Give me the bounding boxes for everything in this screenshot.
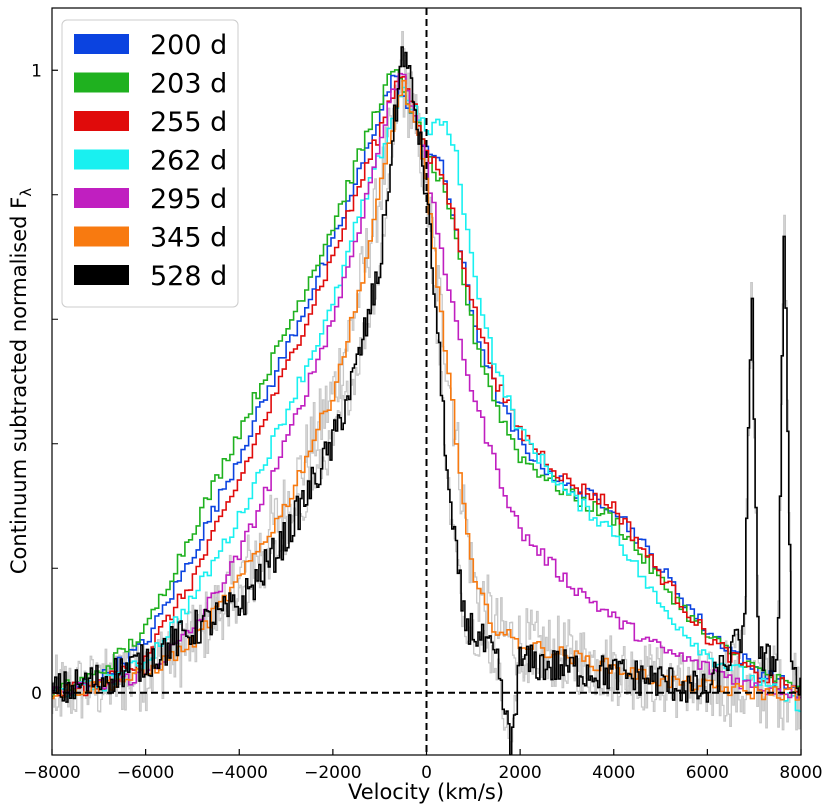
y-axis-title-subscript: λ (17, 188, 35, 197)
legend-label-262-d: 262 d (150, 146, 227, 177)
x-tick-label: −4000 (210, 763, 268, 783)
legend-swatch-255-d (74, 111, 129, 131)
x-axis-title: Velocity (km/s) (348, 780, 504, 804)
x-tick-label: 2000 (498, 763, 541, 783)
y-axis-title-main: Continuum subtracted normalised F (7, 197, 31, 574)
legend-label-200-d: 200 d (150, 30, 227, 61)
y-tick-label: 0 (31, 684, 42, 704)
legend-swatch-345-d (74, 226, 129, 247)
y-axis-title: Continuum subtracted normalised Fλ (7, 188, 35, 574)
legend-swatch-200-d (74, 34, 129, 54)
legend-label-345-d: 345 d (150, 223, 227, 254)
legend-label-528-d: 528 d (150, 261, 227, 292)
legend-swatch-528-d (74, 265, 129, 285)
x-tick-label: −8000 (23, 763, 81, 783)
series-line-262-d (52, 86, 801, 713)
legend-swatch-203-d (74, 72, 129, 93)
legend-label-255-d: 255 d (150, 107, 227, 138)
legend-label-295-d: 295 d (150, 184, 227, 215)
legend-label-203-d: 203 d (150, 69, 227, 100)
reference-lines (52, 8, 801, 755)
legend: 200 d 203 d 255 d 262 d 295 d 345 d 528 d (61, 19, 239, 308)
legend-swatch-262-d (74, 149, 129, 170)
axis-ticks: −8000 −6000 −4000 −2000 0 2000 4000 6000 8000 0 1 (23, 61, 822, 783)
x-tick-label: 8000 (779, 763, 822, 783)
series-line-528-d (52, 46, 801, 755)
x-tick-label: 0 (421, 763, 432, 783)
x-tick-label: −2000 (304, 763, 362, 783)
x-tick-label: 6000 (686, 763, 729, 783)
x-tick-label: −6000 (117, 763, 175, 783)
y-tick-label: 1 (31, 61, 42, 81)
legend-swatch-295-d (74, 188, 129, 208)
series-line-255-d (52, 76, 801, 697)
x-tick-label: 4000 (592, 763, 635, 783)
